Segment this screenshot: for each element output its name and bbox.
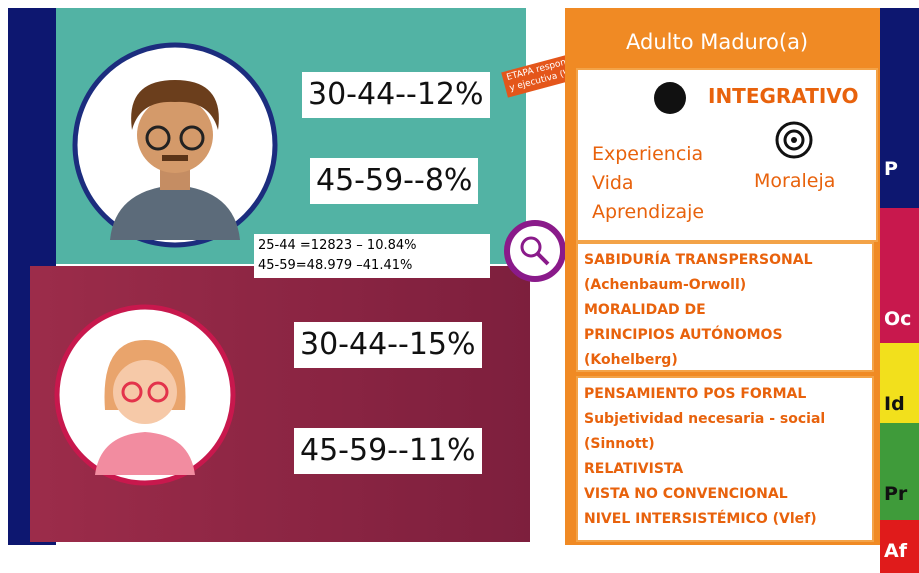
word: Vida xyxy=(592,169,704,198)
line: (Achenbaum-Orwoll) xyxy=(584,273,872,298)
stat: 30-44--15% xyxy=(294,322,482,368)
word: Aprendizaje xyxy=(592,198,704,227)
line: (Kohelberg) xyxy=(584,348,872,373)
side-tab: Id xyxy=(880,343,919,423)
word: Experiencia xyxy=(592,140,704,169)
line: RELATIVISTA xyxy=(584,457,872,482)
magnifier-icon xyxy=(502,218,568,284)
line: SABIDURÍA TRANSPERSONAL xyxy=(584,248,872,273)
line: MORALIDAD DE xyxy=(584,298,872,323)
stat: 45-59--11% xyxy=(294,428,482,474)
stat: 30-44--12% xyxy=(302,72,490,118)
line: VISTA NO CONVENCIONAL xyxy=(584,482,872,507)
total-line: 25-44 =12823 – 10.84% xyxy=(258,236,486,256)
side-tab: Oc xyxy=(880,208,919,343)
stat: 45-59--8% xyxy=(310,158,478,204)
words: Experiencia Vida Aprendizaje xyxy=(592,140,704,227)
line: NIVEL INTERSISTÉMICO (Vlef) xyxy=(584,507,872,532)
heading: INTEGRATIVO xyxy=(708,84,858,108)
side-tab: Pr xyxy=(880,423,919,520)
target-icon xyxy=(774,120,814,160)
line: PRINCIPIOS AUTÓNOMOS xyxy=(584,323,872,348)
section: INTEGRATIVO Experiencia Vida Aprendizaje… xyxy=(576,68,878,242)
section: SABIDURÍA TRANSPERSONAL(Achenbaum-Orwoll… xyxy=(576,242,874,372)
line: Subjetividad necesaria - social xyxy=(584,407,872,432)
infographic: 30-44--12% 45-59--8% 25-44 =12823 – 10.8… xyxy=(0,0,919,573)
total-line: 45-59=48.979 –41.41% xyxy=(258,256,486,276)
line: (Sinnott) xyxy=(584,432,872,457)
totals: 25-44 =12823 – 10.84% 45-59=48.979 –41.4… xyxy=(254,234,490,278)
panel-title: Adulto Maduro(a) xyxy=(626,30,808,54)
side-word: Moraleja xyxy=(754,170,835,192)
male-avatar xyxy=(70,40,280,250)
side-tab: P xyxy=(880,8,919,208)
line: PENSAMIENTO POS FORMAL xyxy=(584,382,872,407)
female-avatar xyxy=(50,300,240,490)
side-tab: Af xyxy=(880,520,919,573)
head-icon xyxy=(652,80,688,116)
